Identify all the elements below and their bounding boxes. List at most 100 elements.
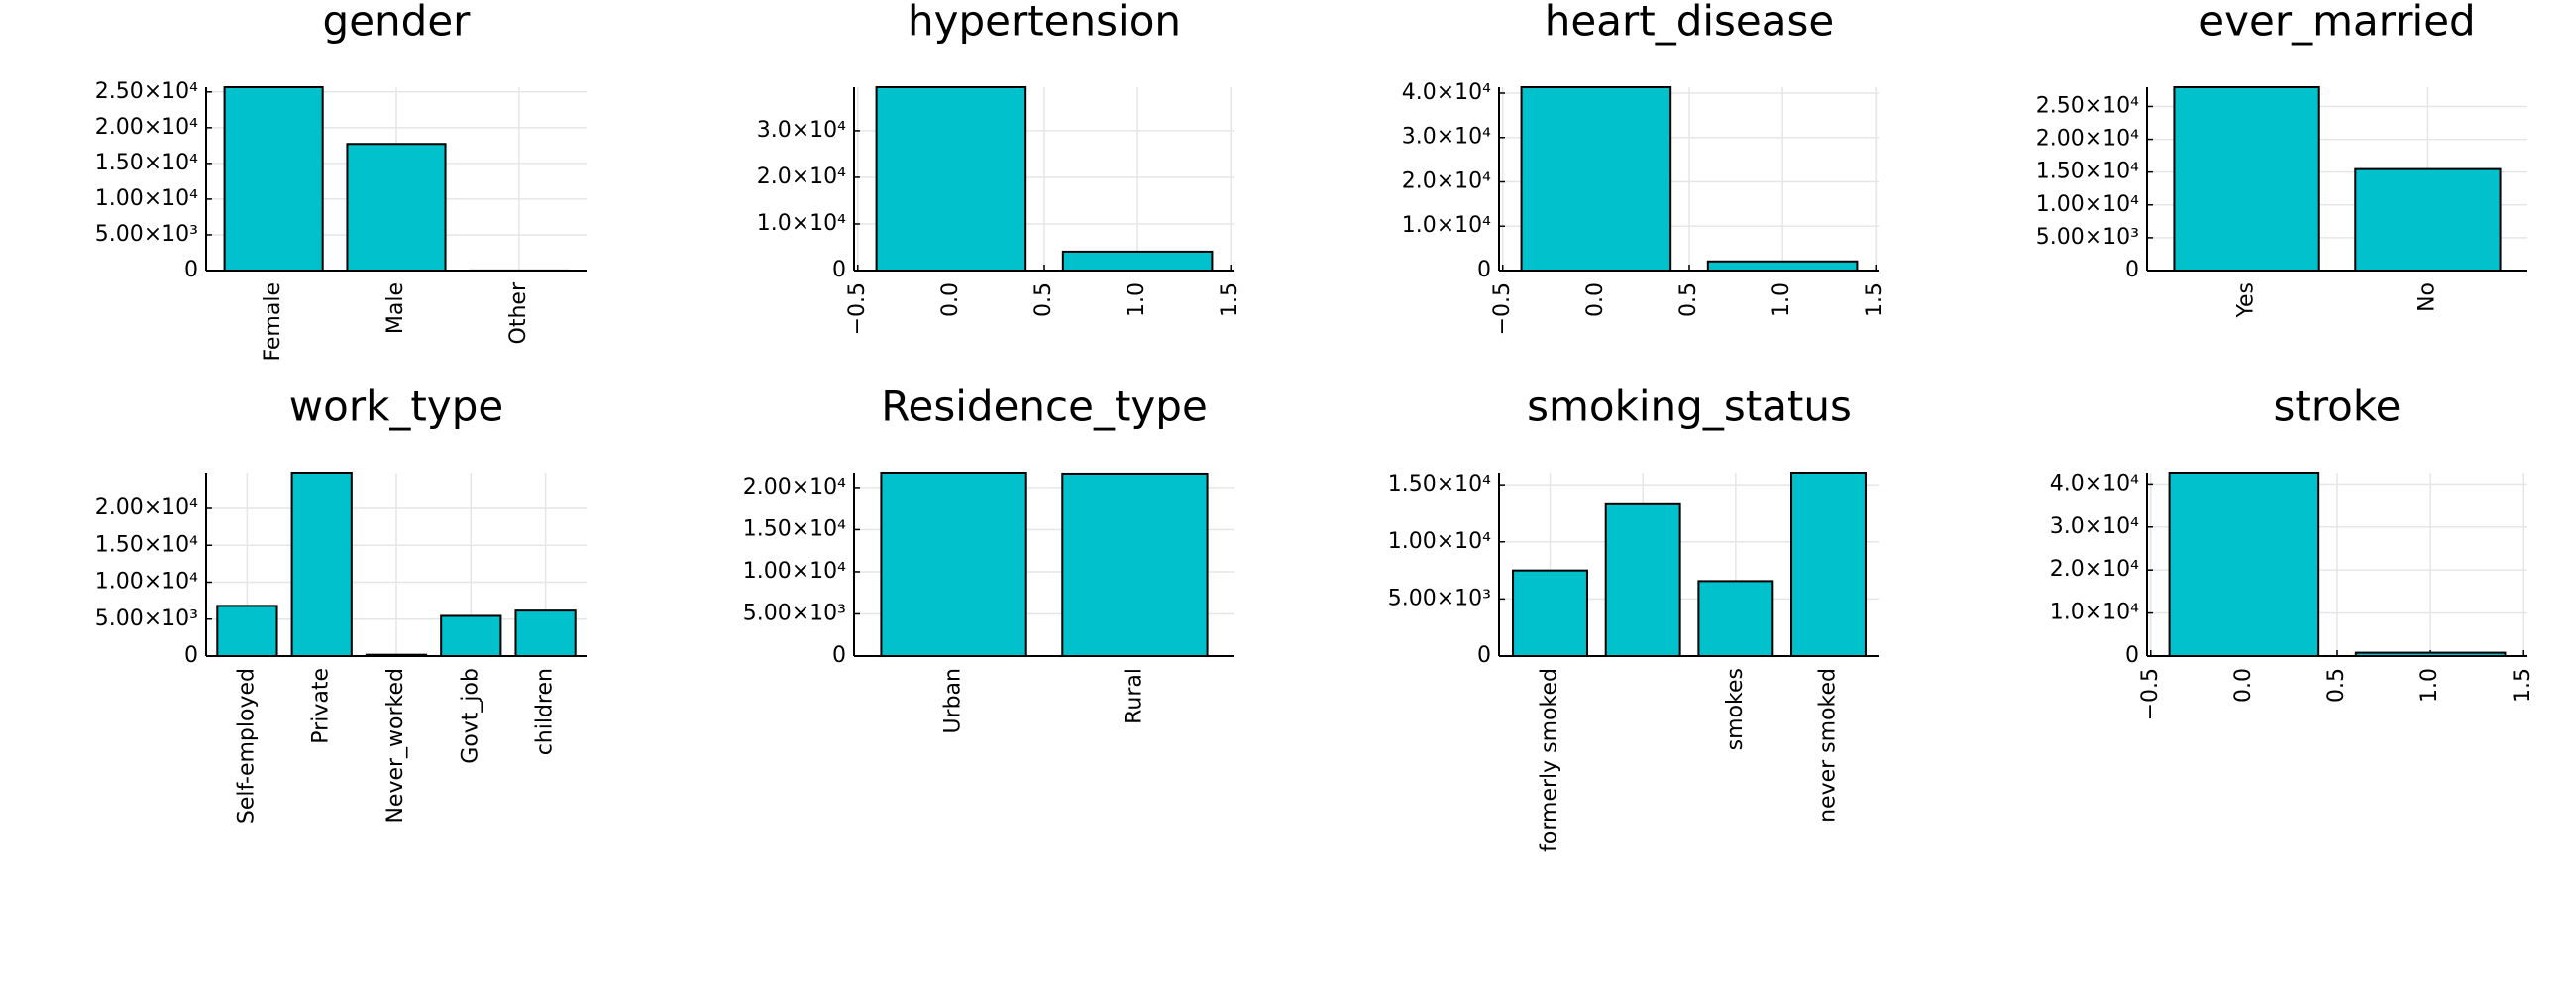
bar xyxy=(2168,472,2320,657)
x-tick-label: children xyxy=(533,668,558,755)
y-tick-label: 3.0×10⁴ xyxy=(1402,125,1491,150)
y-tick-label: 0 xyxy=(1477,258,1491,282)
chart-title: ever_married xyxy=(2199,0,2475,46)
y-tick-label: 1.00×10⁴ xyxy=(2036,192,2139,217)
y-tick-label: 1.00×10⁴ xyxy=(743,559,846,584)
chart-title: smoking_status xyxy=(1527,383,1852,431)
x-tick-label: 0.0 xyxy=(1583,282,1608,317)
chart-title: gender xyxy=(323,0,472,46)
x-tick-label: Urban xyxy=(941,668,966,734)
bar xyxy=(1697,580,1774,658)
y-tick-label: 5.00×10³ xyxy=(743,601,846,625)
panel: work_type Self-employed Private Never_worke… xyxy=(95,383,587,824)
x-tick-label: 1.5 xyxy=(1218,282,1242,317)
panel: gender Female Male Other 0 5.00×10³ 1.00×10⁴ 1.… xyxy=(95,0,587,362)
y-tick-label: 5.00×10³ xyxy=(1388,586,1491,610)
x-tick-label: 0.5 xyxy=(2324,668,2349,703)
bar xyxy=(216,605,278,658)
y-tick-label: 0 xyxy=(184,258,198,282)
y-tick-label: 0 xyxy=(832,643,846,668)
panel: heart_disease −0.5 0.0 0.5 1.0 1.5 0 1.0×10⁴ 2.0… xyxy=(1402,0,1887,335)
y-tick-label: 1.50×10⁴ xyxy=(95,532,198,557)
x-tick-label: Private xyxy=(309,668,334,744)
x-tick-label: −0.5 xyxy=(845,282,870,335)
bar xyxy=(290,472,353,657)
y-tick-label: 0 xyxy=(2125,643,2139,668)
panel: stroke −0.5 0.0 0.5 1.0 1.5 0 1.0×10⁴ 2.0×10⁴ 3.0… xyxy=(2050,383,2535,721)
y-tick-label: 3.0×10⁴ xyxy=(2050,514,2139,539)
x-tick-label: 1.5 xyxy=(1863,282,1887,317)
bar xyxy=(1512,569,1588,658)
chart-title: Residence_type xyxy=(881,383,1208,431)
panel: hypertension −0.5 0.0 0.5 1.0 1.5 0 1.0×10⁴ 2.0×… xyxy=(757,0,1242,335)
y-tick-label: 1.0×10⁴ xyxy=(1402,213,1491,238)
y-tick-label: 2.50×10⁴ xyxy=(2036,93,2139,118)
bar xyxy=(880,472,1027,657)
y-tick-label: 2.00×10⁴ xyxy=(95,115,198,140)
y-tick-label: 0 xyxy=(832,258,846,282)
bar xyxy=(2354,167,2502,272)
x-tick-label: 1.5 xyxy=(2511,668,2535,703)
chart-title: work_type xyxy=(289,383,503,431)
y-tick-label: 2.00×10⁴ xyxy=(743,475,846,499)
y-tick-label: 1.50×10⁴ xyxy=(95,151,198,175)
y-tick-label: 1.00×10⁴ xyxy=(95,570,198,595)
x-tick-label: 1.0 xyxy=(2417,668,2442,703)
y-tick-label: 0 xyxy=(2125,258,2139,282)
y-tick-label: 1.50×10⁴ xyxy=(743,516,846,541)
x-tick-label: formerly smoked xyxy=(1538,668,1562,852)
bar xyxy=(1061,250,1214,272)
panel: Residence_type Urban Rural 0 5.00×10³ 1.00×10… xyxy=(743,383,1234,734)
y-tick-label: 4.0×10⁴ xyxy=(1402,80,1491,105)
bar xyxy=(346,143,447,273)
x-tick-label: No xyxy=(2415,282,2439,312)
x-tick-label: 0.0 xyxy=(2231,668,2256,703)
bar xyxy=(514,609,577,658)
y-tick-label: 1.50×10⁴ xyxy=(1388,472,1491,496)
panel: ever_married Yes No 0 5.00×10³ 1.00×10⁴ 1.50×1… xyxy=(2036,0,2527,319)
y-tick-label: 4.0×10⁴ xyxy=(2050,471,2139,496)
y-tick-label: 3.0×10⁴ xyxy=(757,118,846,143)
x-tick-label: Other xyxy=(506,281,531,344)
chart-title: hypertension xyxy=(908,0,1181,46)
x-tick-label: Rural xyxy=(1122,668,1146,724)
x-tick-label: Female xyxy=(261,282,285,362)
x-tick-label: Never_worked xyxy=(383,668,408,824)
y-tick-label: 2.0×10⁴ xyxy=(757,165,846,189)
x-tick-label: 1.0 xyxy=(1770,282,1794,317)
bar xyxy=(440,614,502,657)
y-tick-label: 1.00×10⁴ xyxy=(95,186,198,211)
x-tick-label: 0.5 xyxy=(1676,282,1701,317)
chart-title: stroke xyxy=(2273,383,2401,431)
y-tick-label: 0 xyxy=(184,643,198,668)
x-tick-label: 0.0 xyxy=(938,282,963,317)
y-tick-label: 1.00×10⁴ xyxy=(1388,529,1491,554)
x-tick-label: 1.0 xyxy=(1125,282,1149,317)
x-tick-label: Self-employed xyxy=(234,668,259,824)
bar xyxy=(1061,472,1209,658)
x-tick-label: Yes xyxy=(2234,282,2259,319)
bar xyxy=(223,86,324,272)
bar xyxy=(2173,86,2320,272)
y-tick-label: 1.50×10⁴ xyxy=(2036,160,2139,184)
chart-title: heart_disease xyxy=(1545,0,1834,46)
bar xyxy=(875,86,1027,272)
y-tick-label: 2.00×10⁴ xyxy=(2036,127,2139,152)
y-tick-label: 2.00×10⁴ xyxy=(95,496,198,520)
x-tick-label: 0.5 xyxy=(1031,282,1056,317)
bar xyxy=(1706,260,1859,273)
x-tick-label: −0.5 xyxy=(2138,668,2163,720)
y-tick-label: 2.0×10⁴ xyxy=(2050,557,2139,582)
x-tick-label: −0.5 xyxy=(1490,282,1515,335)
y-tick-label: 2.50×10⁴ xyxy=(95,79,198,104)
x-tick-label: Male xyxy=(383,282,408,334)
y-tick-label: 1.0×10⁴ xyxy=(2050,601,2139,625)
x-tick-label: Govt_job xyxy=(458,668,483,764)
bar xyxy=(1604,502,1681,657)
x-tick-label: smokes xyxy=(1723,668,1748,750)
y-tick-label: 1.0×10⁴ xyxy=(757,211,846,236)
panel: smoking_status formerly smoked smokes never… xyxy=(1388,383,1879,852)
y-tick-label: 5.00×10³ xyxy=(95,606,198,631)
